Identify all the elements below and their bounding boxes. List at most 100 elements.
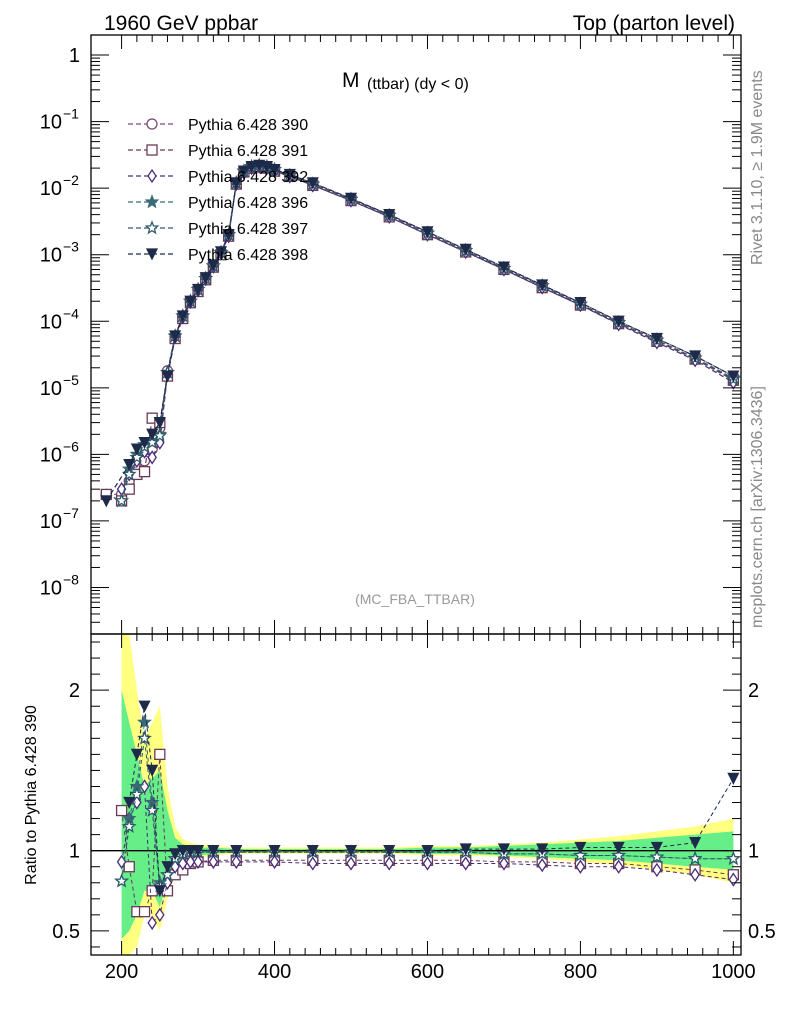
ratio-data-point [114,873,129,888]
ratio-data-point [613,859,624,874]
legend-label: Pythia 6.428 398 [188,247,308,264]
ratio-data-point [268,845,281,858]
main-data-point [612,315,625,328]
main-data-point [147,450,157,465]
main-data-point [383,208,396,222]
ratio-data-point [459,843,472,856]
ratio-data-point [146,764,159,777]
ratio-data-point [650,841,663,854]
y-tick-exponent: −8 [63,571,79,587]
ratio-data-point [306,845,319,858]
ratio-data-point [138,700,151,713]
ratio-data-point [689,837,702,850]
main-data-point [130,443,143,456]
ratio-data-point [612,841,625,854]
legend-entry: Pythia 6.428 390 [128,117,308,134]
main-data-point [283,168,296,182]
ratio-data-point [346,856,356,871]
y-tick-label: 10 [40,178,62,200]
y-tick-label: 10 [40,577,62,599]
ratio-data-point [155,907,165,923]
ratio-y-tick-label-right: 0.5 [748,921,776,943]
legend-marker [146,118,158,130]
ratio-y-axis-label: Ratio to Pythia 6.428 390 [23,705,40,885]
main-data-point [689,350,702,363]
legend-label: Pythia 6.428 397 [188,221,308,238]
ratio-data-point [649,849,665,864]
main-data-point [459,243,472,256]
legend-label: Pythia 6.428 396 [188,195,308,212]
analysis-watermark: (MC_FBA_TTBAR) [355,591,475,607]
main-data-point [237,165,250,178]
ratio-data-point [269,854,280,870]
ratio-data-point [499,856,509,871]
header-left: 1960 GeV ppbar [104,12,258,35]
x-tick-label: 1000 [711,961,756,983]
ratio-y-tick-label-right: 1 [748,841,759,863]
ratio-data-point [208,854,219,870]
ratio-data-point [177,856,188,871]
ratio-data-point [575,859,586,874]
main-data-point [123,459,136,472]
ratio-series-lines [91,700,741,931]
main-series-line [121,164,734,502]
ratio-data-point [115,804,128,817]
ratio-data-point [725,850,741,866]
ratio-band-yellow [121,634,734,955]
y-tick-exponent: −6 [63,438,79,454]
ratio-series-4 [123,700,740,898]
legend-entry: Pythia 6.428 397 [128,220,308,238]
x-tick-label: 400 [258,961,291,983]
main-data-point [222,229,235,242]
main-data-point [161,370,174,383]
main-data-point [176,310,189,323]
ratio-data-point [123,796,136,809]
ratio-data-point [161,861,174,874]
main-data-point [100,495,113,508]
legend-label: Pythia 6.428 390 [188,117,308,134]
main-data-point [727,370,740,383]
main-data-point [199,272,212,285]
ratio-data-point [384,856,395,871]
main-plot-title: M (ttbar) (dy < 0) [342,69,469,93]
main-series-line [121,166,734,490]
ratio-data-point [144,802,160,817]
ratio-frame [90,633,742,956]
ratio-data-point [192,845,205,858]
main-data-point [497,261,510,274]
main-data-point [153,416,166,430]
y-tick-label: 10 [40,444,62,466]
main-data-point [184,295,197,308]
ratio-data-point [727,772,740,785]
x-tick-label: 800 [564,961,597,983]
ratio-data-point [169,848,182,861]
ratio-data-point [574,841,587,854]
rivet-label: Rivet 3.1.10, ≥ 1.9M events [749,70,766,265]
main-data-point [192,283,205,296]
main-data-point [138,465,151,478]
legend-label: Pythia 6.428 392 [188,169,308,186]
ratio-data-point [652,862,662,878]
mcplots-label: mcplots.cern.ch [arXiv:1306.3436] [749,386,766,628]
ratio-band-green [121,690,734,939]
x-tick-label: 200 [105,961,138,983]
ratio-data-point [154,748,166,761]
ratio-series-line [121,754,734,913]
ratio-data-point [536,843,549,856]
main-data-point [268,163,281,177]
legend: Pythia 6.428 390 Pythia 6.428 391 Pythia 6… [128,117,308,264]
y-tick-label: 10 [40,245,62,267]
main-data-point [129,449,145,464]
main-series-line [106,166,734,502]
legend-marker [145,248,159,261]
ratio-data-point [121,818,137,833]
ratio-data-point [123,861,135,873]
main-data-point [114,493,129,508]
main-data-point [536,279,549,292]
main-data-point [207,259,220,272]
ratio-data-point [687,850,703,866]
ratio-data-point [690,867,700,882]
y-tick-label: 10 [40,311,62,333]
ratio-data-point [137,714,152,729]
